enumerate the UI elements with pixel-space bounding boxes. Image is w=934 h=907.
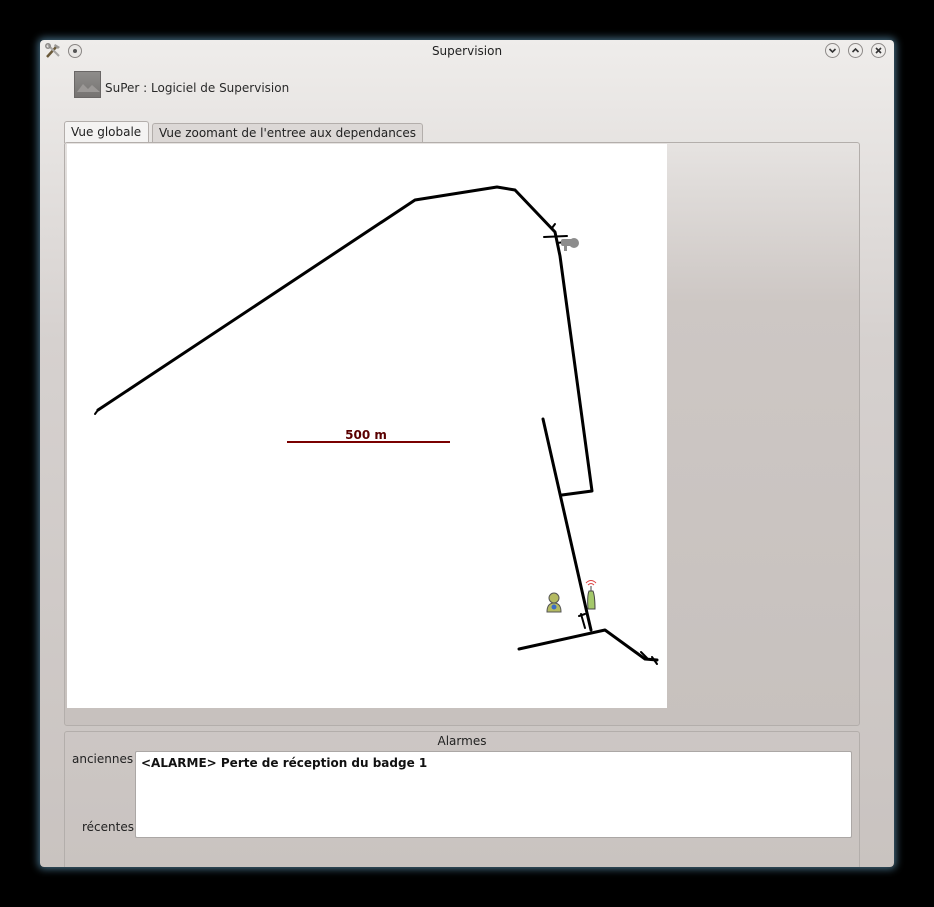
window-menu-button[interactable]	[68, 44, 82, 58]
label-recentes: récentes	[82, 820, 134, 834]
alarm-message[interactable]: <ALARME> Perte de réception du badge 1	[141, 756, 428, 770]
app-title: SuPer : Logiciel de Supervision	[105, 81, 290, 95]
close-icon	[875, 47, 882, 54]
maximize-button[interactable]	[848, 43, 863, 58]
label-anciennes: anciennes	[72, 752, 134, 766]
camera-icon[interactable]	[561, 238, 579, 251]
scale-label: 500 m	[345, 428, 387, 442]
map-path-lower	[541, 417, 593, 632]
minimize-button[interactable]	[825, 43, 840, 58]
alarms-group: Alarmes anciennes récentes <ALARME> Pert…	[64, 731, 860, 867]
map-canvas[interactable]: 500 m	[67, 144, 667, 708]
map-path-main	[96, 185, 594, 497]
alarm-log[interactable]: <ALARME> Perte de réception du badge 1	[135, 751, 852, 838]
title-bar[interactable]: Supervision	[40, 40, 894, 62]
tab-panel: 500 m	[64, 142, 860, 726]
chevron-up-icon	[851, 47, 860, 53]
person-icon[interactable]	[546, 592, 562, 613]
tab-vue-zoomant[interactable]: Vue zoomant de l'entree aux dependances	[152, 123, 423, 142]
main-window: Supervision SuPer : Logiciel de Supervis…	[40, 40, 894, 867]
window-title: Supervision	[431, 44, 503, 58]
tab-vue-globale[interactable]: Vue globale	[64, 121, 149, 143]
map-junction-bottom	[578, 613, 586, 629]
close-button[interactable]	[871, 43, 886, 58]
tools-icon[interactable]	[45, 43, 61, 59]
map-junction-end	[640, 651, 658, 665]
antenna-icon[interactable]	[585, 580, 597, 610]
map-path-start-stub	[94, 409, 99, 415]
alarms-title: Alarmes	[437, 734, 487, 748]
chevron-down-icon	[828, 48, 837, 54]
app-logo-icon	[74, 71, 101, 98]
map-path-bottom	[517, 628, 659, 662]
